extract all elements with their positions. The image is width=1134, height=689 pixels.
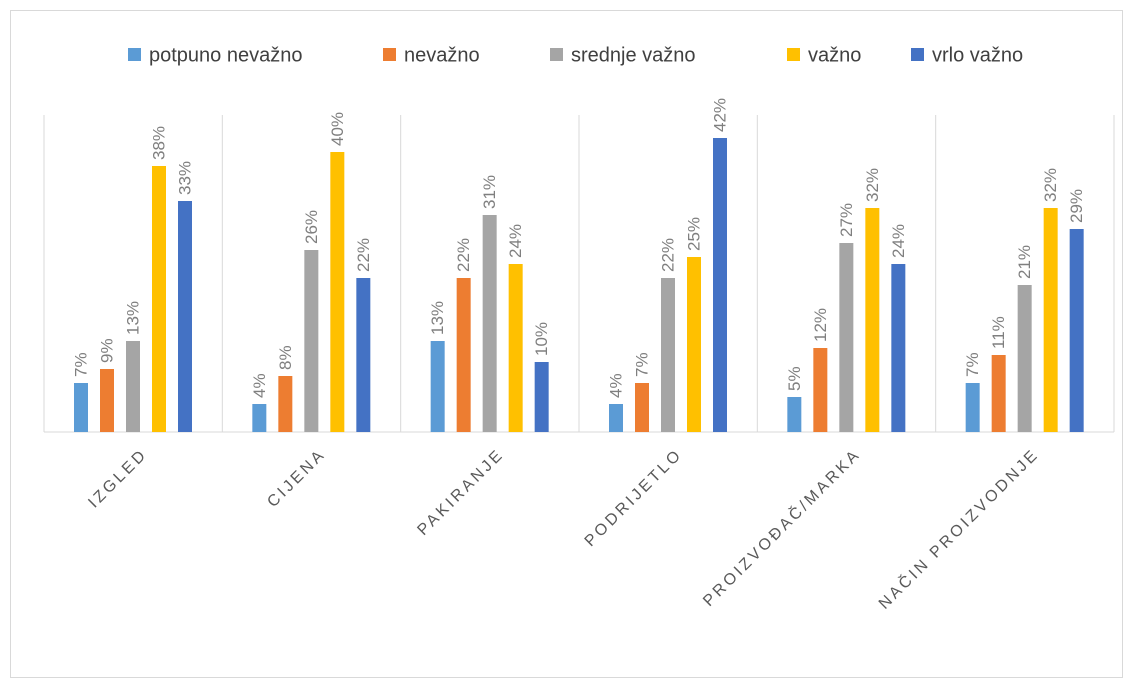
value-label: 27% — [837, 203, 856, 237]
legend-label: srednje važno — [571, 44, 696, 66]
legend-swatch — [550, 48, 563, 61]
legend-swatch — [787, 48, 800, 61]
value-label: 29% — [1067, 189, 1086, 223]
value-label: 12% — [811, 308, 830, 342]
value-label: 7% — [963, 352, 982, 377]
bar — [609, 404, 623, 432]
legend-label: nevažno — [404, 44, 480, 66]
bar — [430, 341, 445, 432]
value-label: 32% — [863, 168, 882, 202]
bar — [278, 376, 293, 432]
value-label: 40% — [328, 112, 347, 146]
legend-swatch — [383, 48, 396, 61]
bar — [965, 383, 980, 432]
value-label: 7% — [632, 352, 651, 377]
value-label: 4% — [250, 373, 269, 398]
value-label: 26% — [302, 210, 321, 244]
value-label: 42% — [710, 98, 729, 132]
value-label: 7% — [71, 352, 90, 377]
value-label: 9% — [97, 338, 116, 363]
bar — [1017, 285, 1032, 432]
value-label: 25% — [684, 217, 703, 251]
value-label: 4% — [606, 373, 625, 398]
bar — [252, 404, 267, 432]
legend-label: potpuno nevažno — [149, 44, 302, 66]
value-label: 8% — [276, 345, 295, 370]
value-label: 5% — [785, 366, 804, 391]
value-label: 13% — [428, 301, 447, 335]
bar — [508, 264, 523, 432]
value-label: 33% — [175, 161, 194, 195]
bar — [356, 278, 371, 432]
value-label: 31% — [480, 175, 499, 209]
bar — [635, 383, 649, 432]
value-label: 22% — [454, 238, 473, 272]
bar — [991, 355, 1006, 432]
chart-border — [10, 10, 1123, 678]
bar — [178, 201, 192, 432]
bar — [713, 138, 727, 432]
value-label: 10% — [532, 322, 551, 356]
bar — [74, 383, 88, 432]
value-label: 22% — [658, 238, 677, 272]
value-label: 32% — [1041, 168, 1060, 202]
value-label: 38% — [149, 126, 168, 160]
value-label: 11% — [989, 316, 1008, 349]
bar — [661, 278, 675, 432]
bar — [456, 278, 471, 432]
value-label: 22% — [354, 238, 373, 272]
legend-swatch — [911, 48, 924, 61]
bar — [100, 369, 114, 432]
bar — [1069, 229, 1084, 432]
legend-label: važno — [808, 44, 861, 66]
bar — [330, 152, 345, 432]
bar — [482, 215, 497, 432]
value-label: 24% — [506, 224, 525, 258]
bar — [152, 166, 166, 432]
value-label: 21% — [1015, 245, 1034, 279]
bar — [839, 243, 854, 432]
bar — [687, 257, 701, 432]
bar — [787, 397, 802, 432]
bar — [891, 264, 906, 432]
legend-swatch — [128, 48, 141, 61]
value-label: 13% — [123, 301, 142, 335]
bar — [813, 348, 828, 432]
bar — [126, 341, 140, 432]
legend-label: vrlo važno — [932, 44, 1023, 66]
bar — [534, 362, 549, 432]
bar — [304, 250, 319, 432]
bar — [865, 208, 880, 432]
value-label: 24% — [889, 224, 908, 258]
bar — [1043, 208, 1058, 432]
